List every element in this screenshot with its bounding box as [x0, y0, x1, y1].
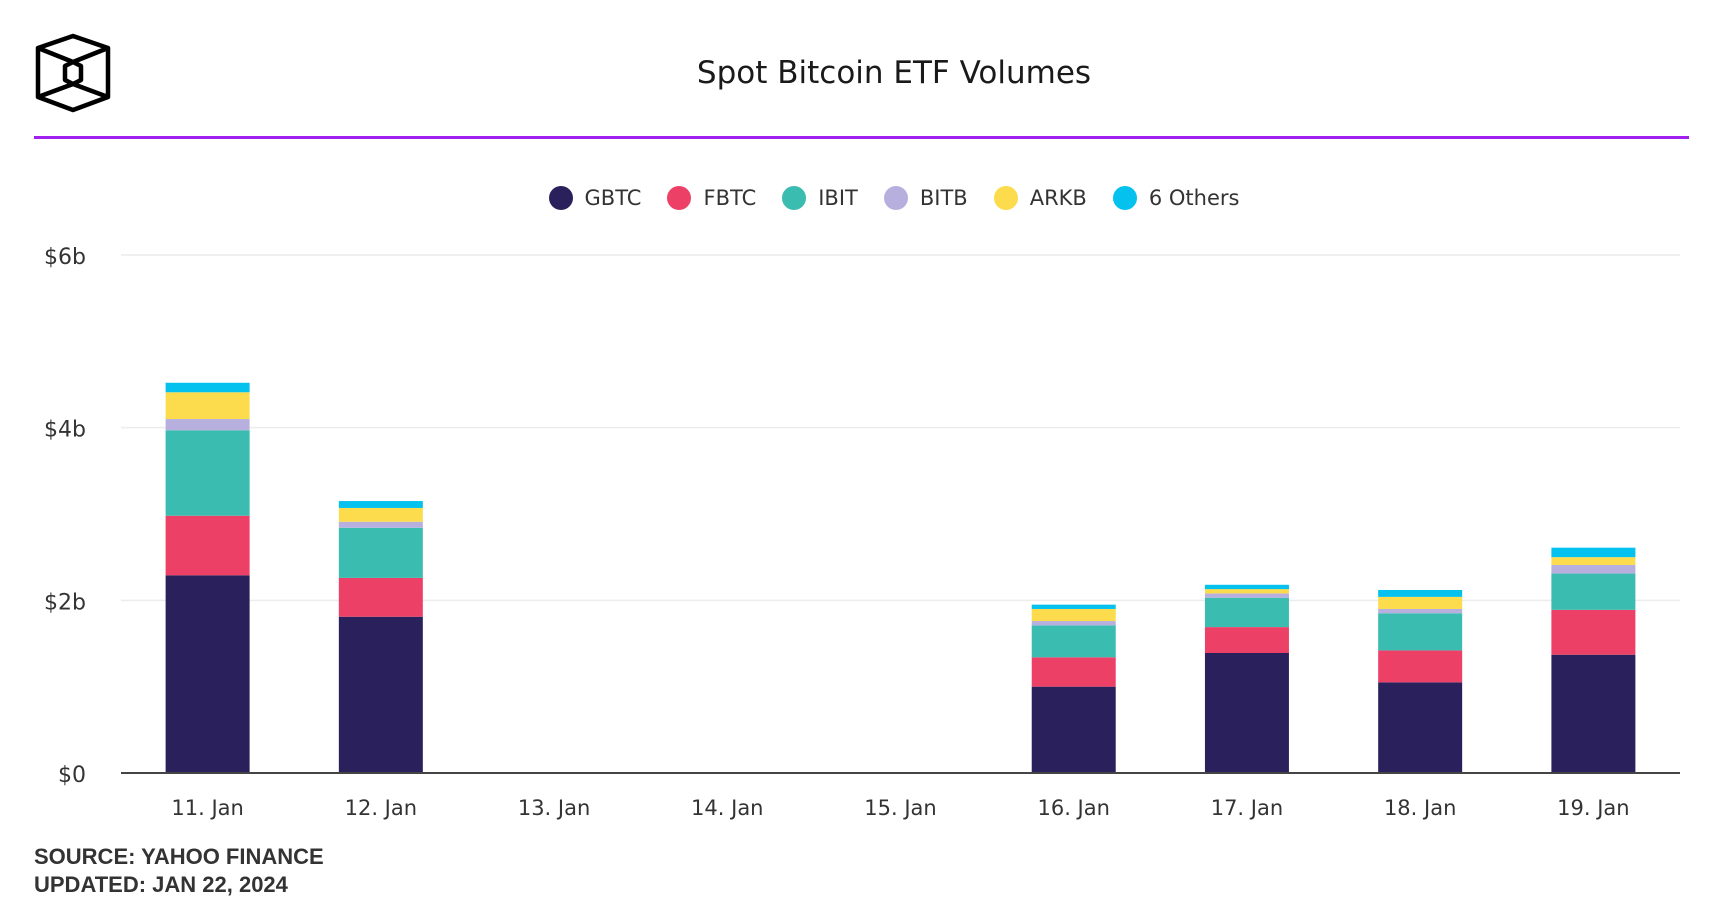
legend-label: BITB: [919, 186, 968, 210]
x-tick-label: 11. Jan: [171, 796, 243, 820]
updated-text: UPDATED: JAN 22, 2024: [34, 872, 288, 897]
legend-marker: [883, 186, 908, 210]
y-tick-label: $4b: [44, 418, 86, 443]
legend-marker: [667, 186, 692, 210]
bar-segment-bitb: [338, 521, 423, 528]
x-tick-label: 12. Jan: [345, 796, 417, 820]
x-tick-label: 19. Jan: [1557, 796, 1629, 820]
bar-segment-6-others: [1551, 547, 1636, 558]
legend-marker: [1112, 186, 1137, 210]
legend-marker: [548, 186, 573, 210]
bar-segment-arkb: [165, 392, 250, 420]
legend-item[interactable]: 6 Others: [1112, 186, 1240, 210]
bar-segment-6-others: [1204, 584, 1289, 590]
legend-label: ARKB: [1029, 186, 1087, 210]
bar-segment-bitb: [165, 419, 250, 431]
bar-segment-bitb: [1031, 621, 1116, 626]
legend: GBTC FBTC IBIT BITB ARKB 6 Others: [0, 186, 1727, 210]
y-tick-label: $2b: [44, 590, 86, 615]
bar-segment-gbtc: [165, 575, 250, 773]
chart-title: Spot Bitcoin ETF Volumes: [696, 55, 1092, 91]
bar-segment-gbtc: [338, 616, 423, 773]
bar-segment-ibit: [1378, 613, 1463, 651]
chart: $0 $2b $4b $6b 11. Jan 12. Jan 13. Jan 14. Jan 1…: [44, 245, 1680, 820]
bar-segment-ibit: [1031, 625, 1116, 658]
bar-segment-fbtc: [1378, 650, 1463, 683]
legend-marker: [782, 186, 807, 210]
bar-segment-bitb: [1378, 608, 1463, 614]
bar-segment-ibit: [165, 430, 250, 516]
bar-segment-arkb: [1031, 608, 1116, 622]
bar-segment-fbtc: [1204, 627, 1289, 653]
bar-segment-arkb: [1378, 596, 1463, 609]
x-tick-label: 14. Jan: [691, 796, 763, 820]
bar-segment-arkb: [338, 507, 423, 522]
bar-segment-gbtc: [1378, 682, 1463, 773]
x-tick-label: 18. Jan: [1384, 796, 1456, 820]
y-tick-label: $6b: [44, 245, 86, 270]
bar-segment-6-others: [1378, 589, 1463, 597]
legend-label: GBTC: [584, 186, 642, 210]
hexagon-cube-logo-icon: [35, 33, 111, 113]
legend-item[interactable]: FBTC: [667, 186, 756, 210]
bar-segment-gbtc: [1031, 686, 1116, 773]
bar-segment-ibit: [1551, 573, 1636, 610]
bar-segment-6-others: [338, 501, 423, 508]
bar-segment-fbtc: [165, 515, 250, 576]
bar-segment-gbtc: [1551, 654, 1636, 773]
legend-item[interactable]: GBTC: [548, 186, 642, 210]
source-note: SOURCE: YAHOO FINANCE UPDATED: JAN 22, 2…: [34, 843, 324, 899]
source-text: SOURCE: YAHOO FINANCE: [34, 844, 324, 869]
bar-segment-arkb: [1204, 589, 1289, 594]
bar-segment-arkb: [1551, 557, 1636, 565]
y-tick-label: $0: [58, 763, 86, 788]
bar-segment-bitb: [1551, 564, 1636, 574]
x-tick-label: 17. Jan: [1211, 796, 1283, 820]
x-tick-label: 15. Jan: [864, 796, 936, 820]
bar-segment-fbtc: [338, 577, 423, 617]
bar-segment-ibit: [1204, 597, 1289, 628]
legend-item[interactable]: ARKB: [993, 186, 1087, 210]
legend-label: IBIT: [818, 186, 858, 210]
x-tick-label: 13. Jan: [518, 796, 590, 820]
bar-segment-6-others: [1031, 604, 1116, 609]
legend-item[interactable]: BITB: [883, 186, 968, 210]
legend-label: 6 Others: [1148, 186, 1240, 210]
bar-segment-fbtc: [1551, 609, 1636, 655]
bar-segment-bitb: [1204, 593, 1289, 598]
legend-item[interactable]: IBIT: [782, 186, 858, 210]
title-divider: [34, 136, 1689, 139]
bar-segment-gbtc: [1204, 652, 1289, 773]
bar-segment-fbtc: [1031, 657, 1116, 687]
legend-marker: [993, 186, 1018, 210]
legend-label: FBTC: [703, 186, 757, 210]
bar-segment-ibit: [338, 527, 423, 578]
bar-segment-6-others: [165, 382, 250, 393]
x-tick-label: 16. Jan: [1037, 796, 1109, 820]
